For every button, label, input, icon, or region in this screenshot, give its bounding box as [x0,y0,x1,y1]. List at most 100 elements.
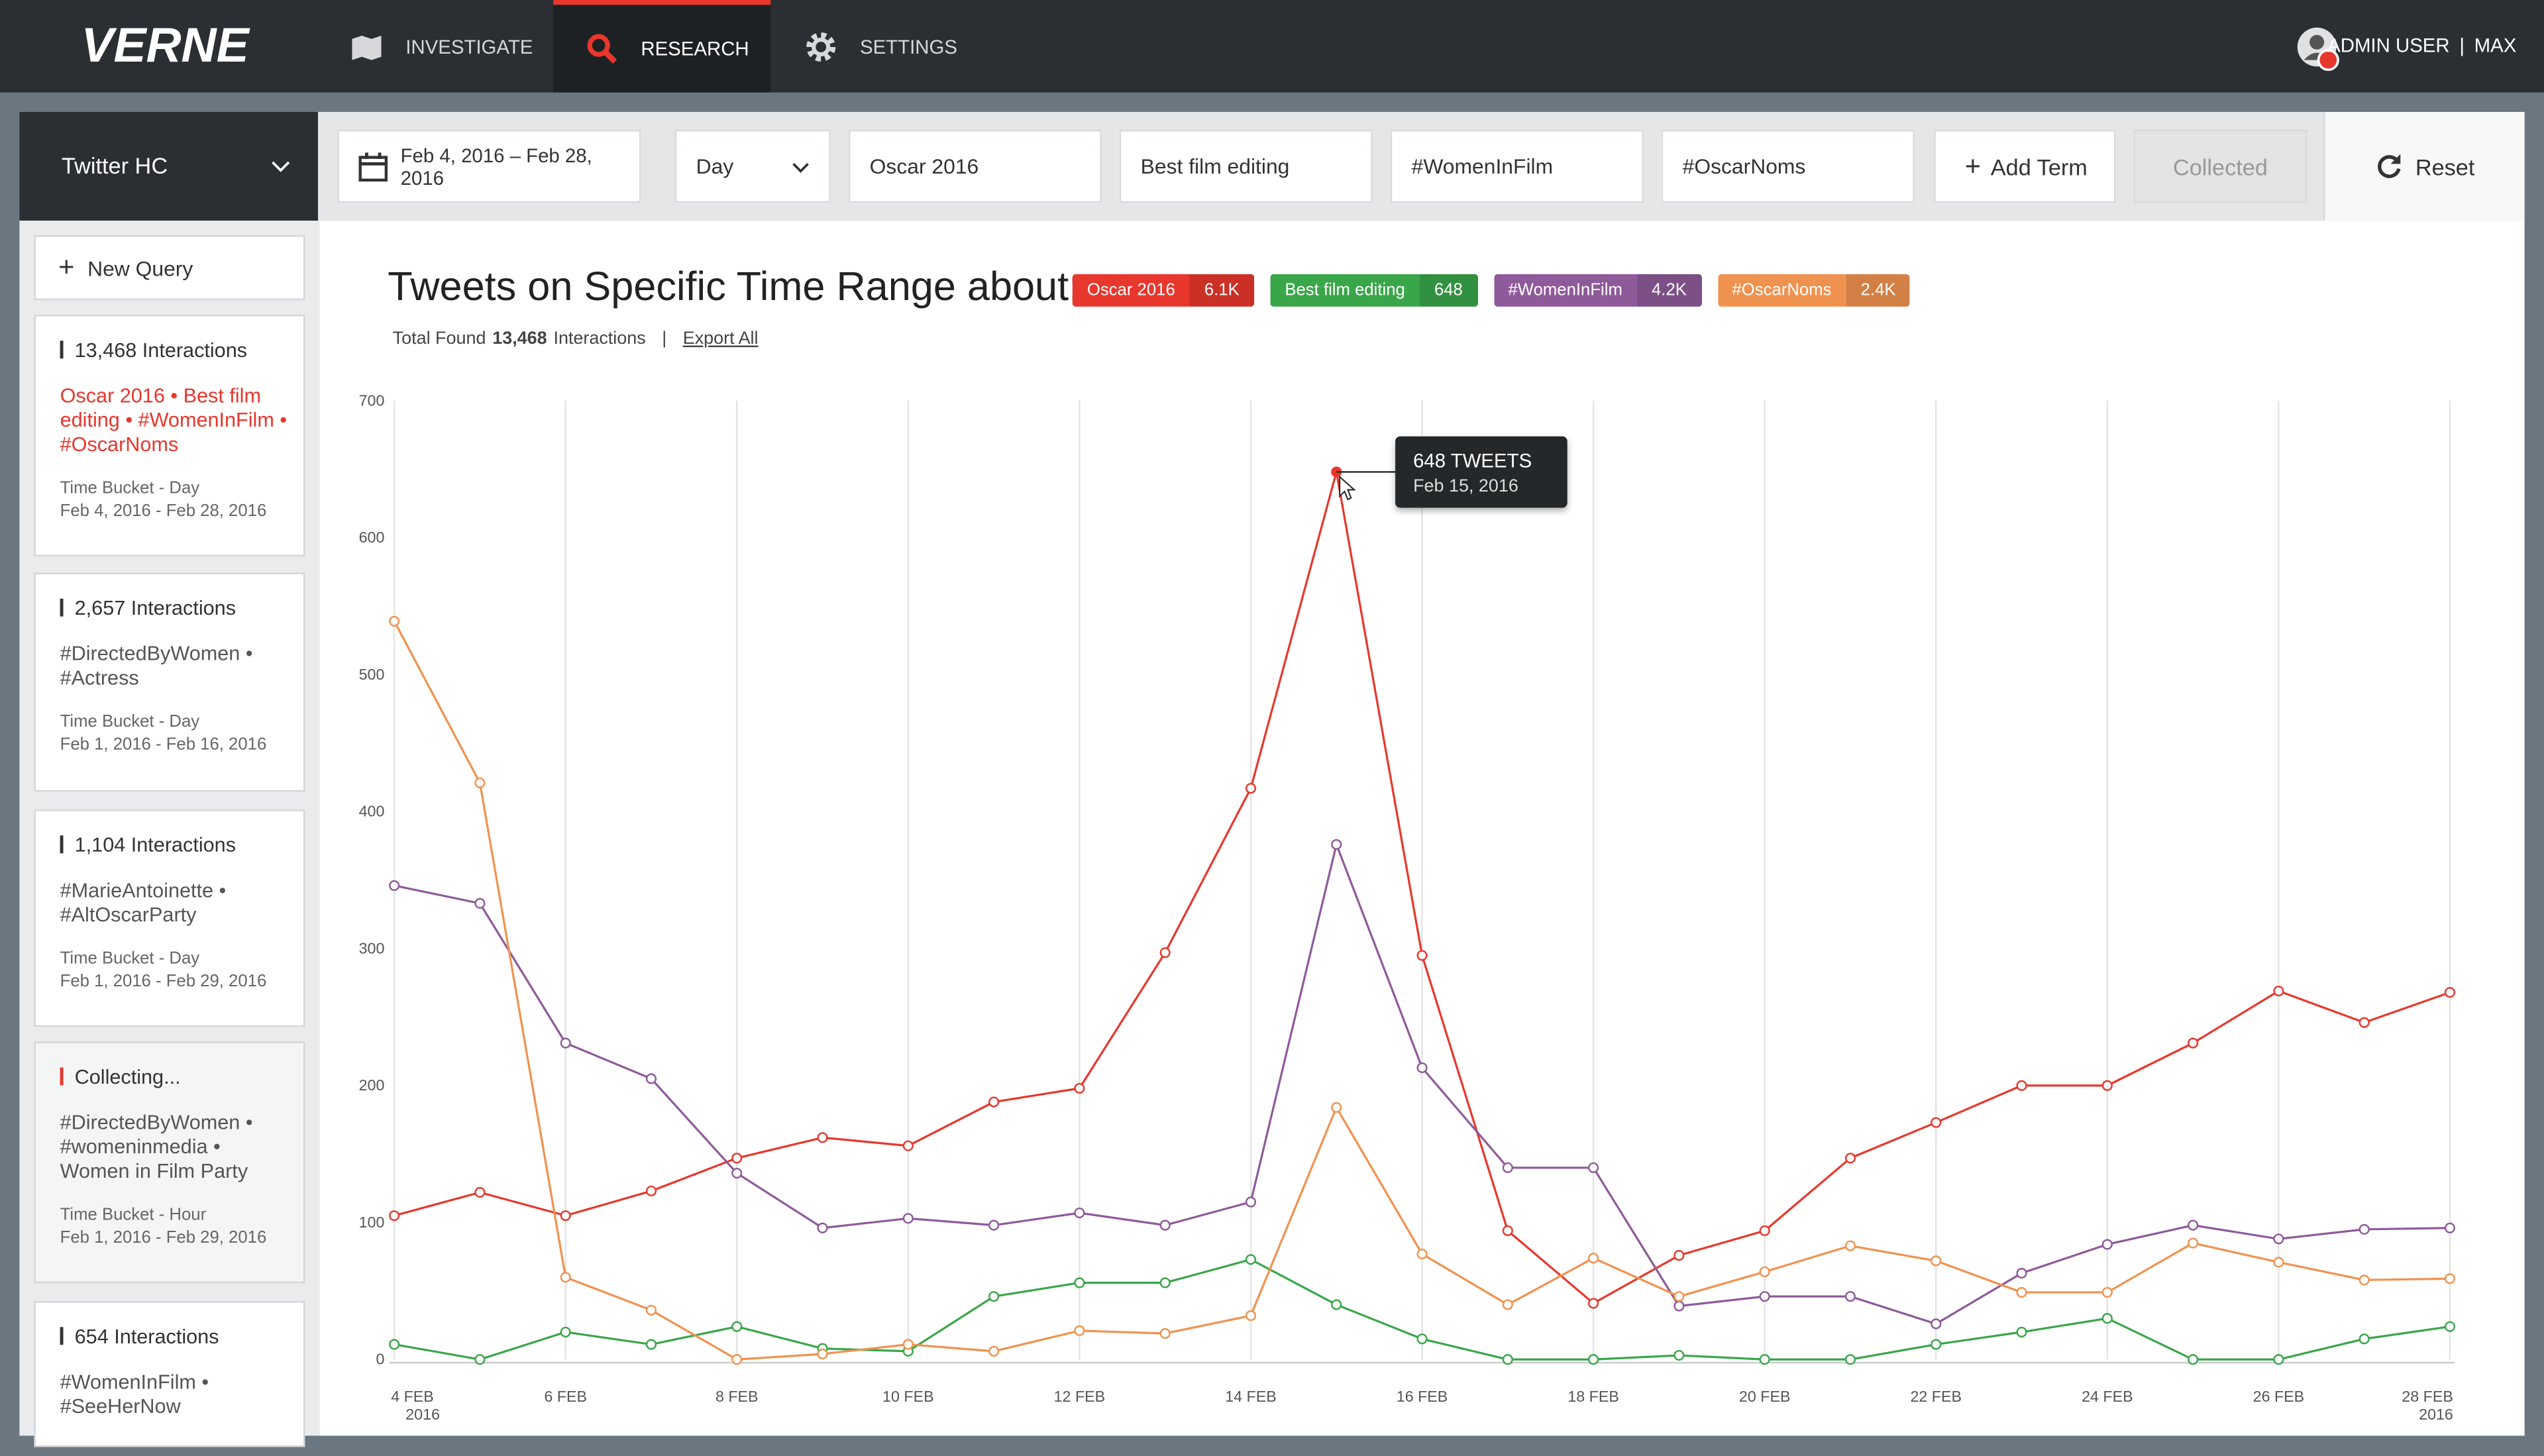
term-field[interactable]: #WomenInFilm [1390,129,1644,203]
data-point [902,1213,914,1224]
term-field[interactable]: Best film editing [1119,129,1373,203]
data-point [1931,1255,1942,1267]
separator: | [662,329,667,349]
data-point [2188,1220,2199,1231]
legend-badge[interactable]: #WomenInFilm 4.2K [1493,274,1701,307]
data-point [1331,1299,1342,1310]
x-tick-label: 12 FEB [1054,1388,1106,1405]
data-point [2273,1233,2284,1245]
data-point [1673,1300,1685,1312]
logo[interactable]: VERNE [81,19,249,74]
separator: | [2459,34,2464,57]
data-point [2016,1267,2027,1279]
data-point [1673,1291,1685,1302]
legend-badge[interactable]: Oscar 2016 6.1K [1072,274,1254,307]
data-point [645,1339,657,1350]
reset-button[interactable]: Reset [2323,111,2525,221]
legend-name: Oscar 2016 [1086,280,1175,301]
query-range: Feb 1, 2016 - Feb 16, 2016 [60,735,267,754]
query-card[interactable]: Collecting... #DirectedByWomen • #womenin… [34,1041,305,1284]
query-count: 2,657 Interactions [60,597,303,619]
collected-button[interactable]: Collected [2133,129,2307,203]
data-point [1245,1310,1257,1322]
x-year-label: 2016 [2419,1406,2453,1423]
y-tick-label: 400 [359,803,385,820]
data-point [474,1354,486,1365]
data-point [560,1326,571,1337]
data-point [2358,1274,2370,1286]
x-tick-label: 10 FEB [882,1388,934,1405]
data-point [1502,1162,1513,1173]
query-card[interactable]: 1,104 Interactions #MarieAntoinette • #Al… [34,809,305,1027]
query-range: Feb 4, 2016 - Feb 28, 2016 [60,501,267,521]
user-avatar[interactable] [2296,26,2341,72]
chevron [792,163,809,173]
legend-name: #OscarNoms [1732,280,1832,301]
data-point [1844,1240,1856,1251]
query-terms: #DirectedByWomen • #womeninmedia • Women… [60,1111,253,1183]
data-point [1502,1354,1513,1365]
x-tick-label: 14 FEB [1225,1388,1277,1405]
data-point [2358,1333,2370,1345]
add-term-button[interactable]: + Add Term [1934,129,2116,203]
date-range[interactable]: Feb 4, 2016 – Feb 28, 2016 [337,129,641,203]
data-point [1931,1117,1942,1128]
data-point [1416,1333,1428,1345]
data-point [902,1140,914,1151]
data-point [1759,1354,1770,1365]
y-tick-label: 0 [376,1351,384,1368]
plus-icon: + [58,251,75,283]
x-tick-label: 4 FEB [391,1388,434,1405]
data-point [988,1345,1000,1357]
data-point [988,1291,1000,1302]
data-point [1159,1327,1171,1339]
y-tick-label: 200 [359,1076,385,1094]
export-link[interactable]: Export All [682,329,759,349]
data-point [1931,1318,1942,1329]
data-point [389,1339,400,1350]
term-text: #WomenInFilm [1411,154,1554,179]
data-point [1588,1162,1599,1173]
data-point [2188,1037,2199,1049]
data-point [2101,1080,2113,1091]
nav-item[interactable]: SETTINGS [772,0,983,93]
query-bucket: Time Bucket - Day [60,712,200,732]
nav-item[interactable]: INVESTIGATE [318,0,553,93]
term-field[interactable]: #OscarNoms [1661,129,1915,203]
data-point [474,777,486,788]
data-point [1844,1153,1856,1164]
legend-name: Best film editing [1285,280,1405,301]
data-point [1074,1325,1085,1336]
data-point [1759,1291,1770,1302]
data-point [2444,1222,2456,1233]
term-field[interactable]: Oscar 2016 [848,129,1102,203]
y-tick-label: 700 [359,391,385,409]
tooltip-title: 648 TWEETS [1413,449,1532,472]
query-count: 13,468 Interactions [60,339,303,362]
query-count: Collecting... [60,1066,303,1088]
bucket-select[interactable]: Day [674,129,831,203]
search-icon [587,34,617,64]
x-tick-label: 18 FEB [1567,1388,1619,1405]
new-query-button[interactable]: + New Query [34,235,305,301]
legend-badge[interactable]: #OscarNoms 2.4K [1717,274,1911,307]
legend-total: 6.1K [1189,274,1254,307]
legend-badge[interactable]: Best film editing 648 [1270,274,1477,307]
source-select[interactable]: Twitter HC [19,111,319,221]
data-point [645,1073,657,1084]
data-point [2188,1237,2199,1249]
user-menu[interactable]: ADMIN USER | MAX [2327,34,2516,56]
query-card[interactable]: 13,468 Interactions Oscar 2016 • Best fil… [34,315,305,557]
term-text: #OscarNoms [1682,154,1806,179]
summary-suffix: Interactions [553,329,646,349]
nav-item[interactable]: RESEARCH [553,0,771,93]
data-point [1588,1298,1599,1309]
data-point [2101,1313,2113,1324]
query-card[interactable]: 654 Interactions #WomenInFilm • #SeeHerNo… [34,1301,305,1447]
x-tick-label: 20 FEB [1739,1388,1791,1405]
data-point [817,1222,828,1233]
query-card[interactable]: 2,657 Interactions #DirectedByWomen • #Ac… [34,572,305,792]
x-tick-label: 8 FEB [716,1388,759,1405]
data-point [645,1304,657,1316]
